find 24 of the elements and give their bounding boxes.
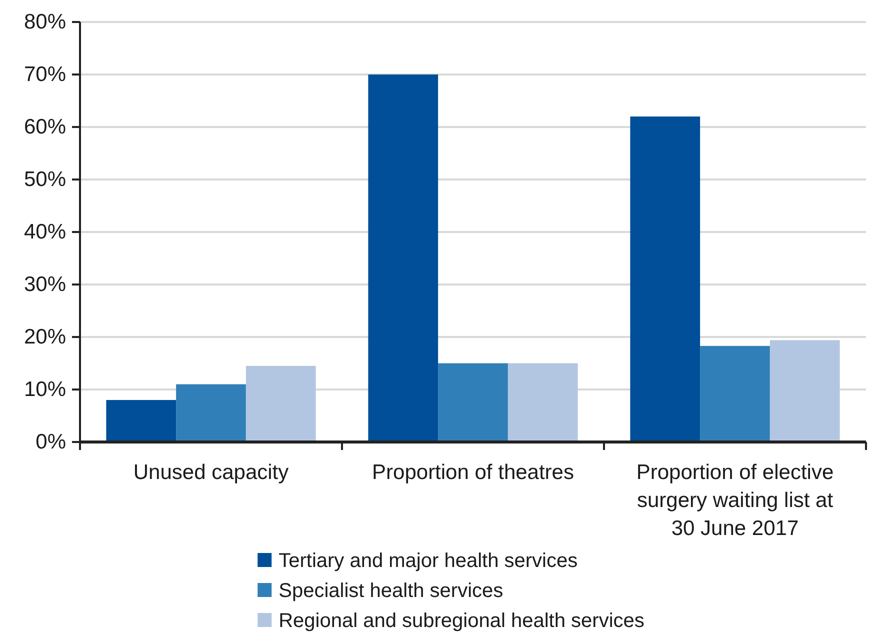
legend-label: Specialist health services: [278, 580, 504, 602]
x-tick-label: Unused capacity: [133, 460, 290, 484]
y-tick-label: 10%: [24, 378, 66, 402]
x-tick-label: Proportion of theatres: [372, 460, 574, 484]
legend-label: Regional and subregional health services: [278, 610, 644, 632]
bar: [368, 74, 438, 442]
y-tick-label: 80%: [24, 10, 66, 34]
y-tick-label: 20%: [24, 326, 66, 349]
bar: [438, 363, 508, 442]
bar: [630, 116, 700, 442]
y-tick-label: 70%: [24, 63, 66, 86]
y-tick-label: 50%: [24, 168, 66, 192]
bar: [508, 363, 578, 442]
y-tick-label: 60%: [24, 116, 66, 139]
legend-label: Tertiary and major health services: [278, 550, 578, 572]
y-tick-label: 0%: [36, 430, 66, 454]
bar: [106, 400, 176, 442]
y-tick-label: 40%: [24, 220, 66, 244]
y-tick-label: 30%: [24, 273, 66, 296]
x-tick-label: Proportion of elective surgery waiting list at 30 June 2017: [636, 460, 834, 540]
bar: [176, 384, 246, 442]
bar: [700, 346, 770, 442]
bar: [246, 366, 316, 442]
bar: [770, 340, 840, 442]
